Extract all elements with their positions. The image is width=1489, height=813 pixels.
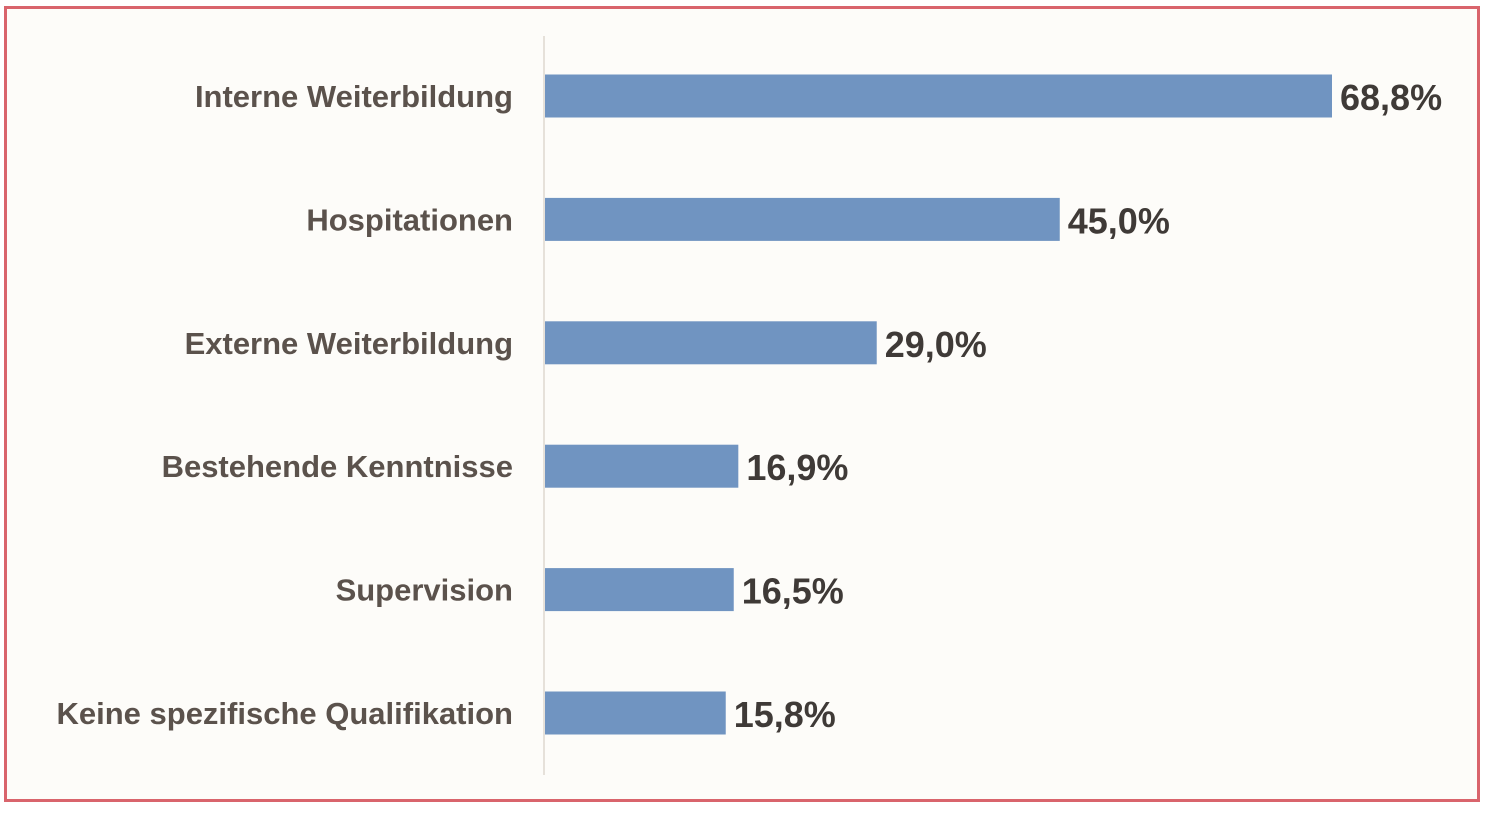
chart-frame (4, 6, 1480, 802)
value-label: 68,8% (1340, 77, 1442, 118)
category-label: Hospitationen (306, 202, 513, 237)
value-label: 45,0% (1068, 200, 1170, 241)
bars-group: Interne Weiterbildung 68,8% Hospitationen 4… (56, 74, 1442, 735)
value-label: 29,0% (885, 324, 987, 365)
value-label: 16,5% (742, 571, 844, 612)
category-label: Keine spezifische Qualifikation (56, 696, 513, 731)
category-label: Interne Weiterbildung (195, 79, 513, 114)
bar (545, 321, 877, 365)
category-label: Externe Weiterbildung (185, 326, 513, 361)
category-label: Supervision (336, 573, 513, 608)
bar (545, 444, 739, 488)
bar (545, 568, 734, 612)
bar (545, 197, 1060, 241)
value-label: 15,8% (734, 694, 836, 735)
category-label: Bestehende Kenntnisse (162, 449, 513, 484)
bar (545, 691, 726, 735)
value-label: 16,9% (746, 447, 848, 488)
bar (545, 74, 1332, 118)
